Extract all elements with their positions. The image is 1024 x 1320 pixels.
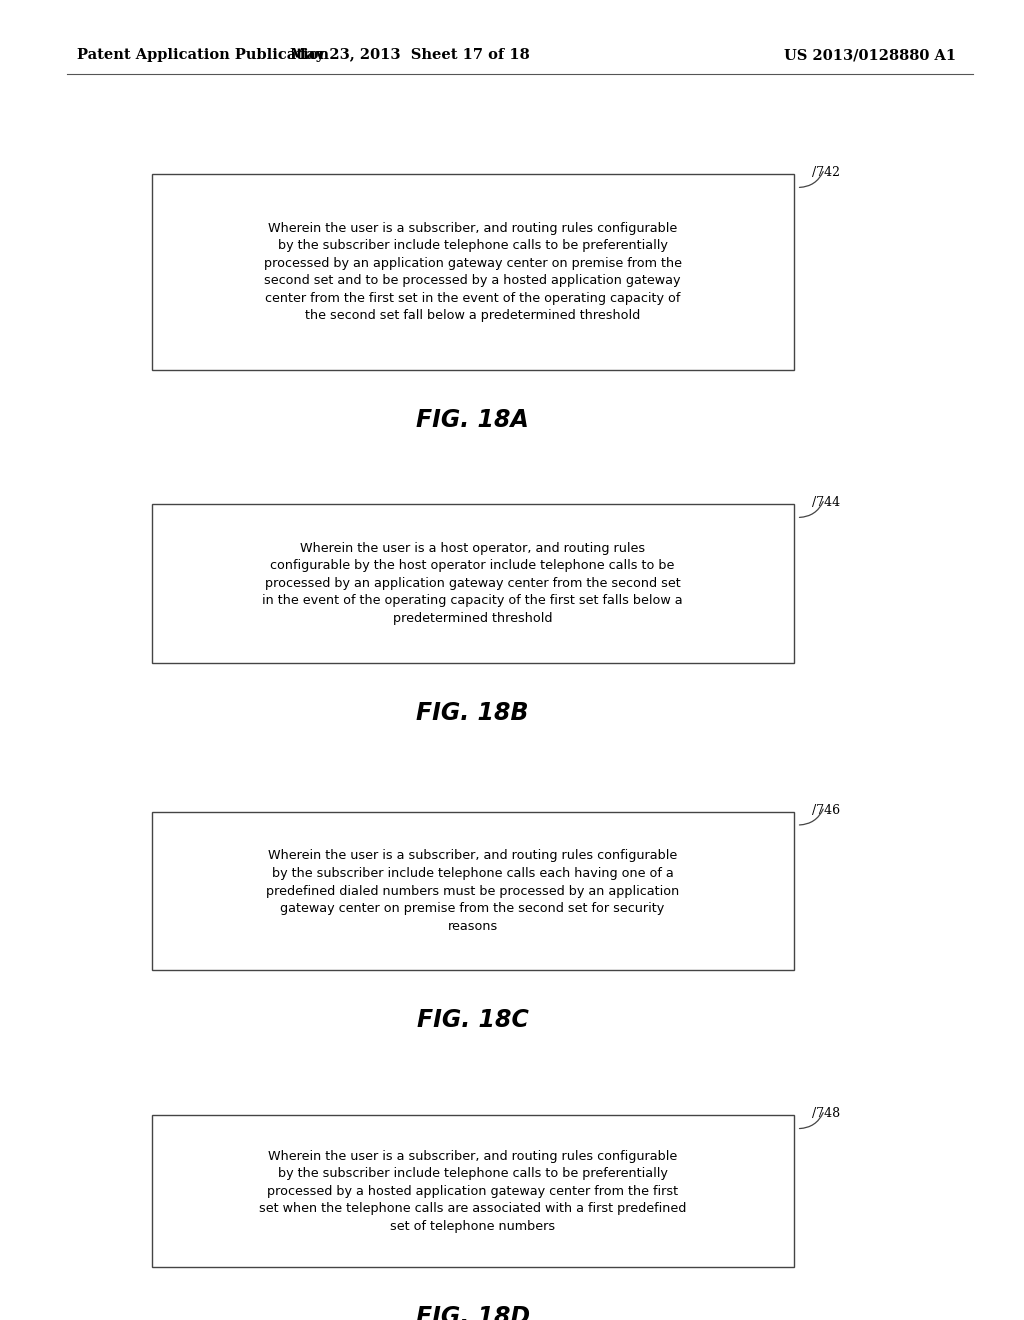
Text: Wherein the user is a host operator, and routing rules
configurable by the host : Wherein the user is a host operator, and… [262, 543, 683, 624]
Text: May 23, 2013  Sheet 17 of 18: May 23, 2013 Sheet 17 of 18 [290, 49, 529, 62]
Text: Wherein the user is a subscriber, and routing rules configurable
by the subscrib: Wherein the user is a subscriber, and ro… [263, 222, 682, 322]
Text: /742: /742 [812, 166, 840, 180]
Bar [152, 812, 794, 970]
Bar [152, 174, 794, 370]
FancyArrowPatch shape [800, 172, 823, 187]
Text: FIG. 18A: FIG. 18A [416, 408, 529, 432]
FancyArrowPatch shape [800, 502, 823, 517]
Text: US 2013/0128880 A1: US 2013/0128880 A1 [784, 49, 956, 62]
Bar [152, 1115, 794, 1267]
Text: Patent Application Publication: Patent Application Publication [77, 49, 329, 62]
Text: Wherein the user is a subscriber, and routing rules configurable
by the subscrib: Wherein the user is a subscriber, and ro… [266, 850, 679, 932]
Text: FIG. 18B: FIG. 18B [417, 701, 528, 725]
Text: /744: /744 [812, 496, 840, 510]
Text: /748: /748 [812, 1107, 840, 1121]
Text: /746: /746 [812, 804, 840, 817]
Text: FIG. 18C: FIG. 18C [417, 1008, 528, 1032]
Text: Wherein the user is a subscriber, and routing rules configurable
by the subscrib: Wherein the user is a subscriber, and ro… [259, 1150, 686, 1233]
Text: FIG. 18D: FIG. 18D [416, 1305, 529, 1320]
FancyArrowPatch shape [800, 1113, 823, 1129]
Bar [152, 504, 794, 663]
FancyArrowPatch shape [800, 809, 823, 825]
